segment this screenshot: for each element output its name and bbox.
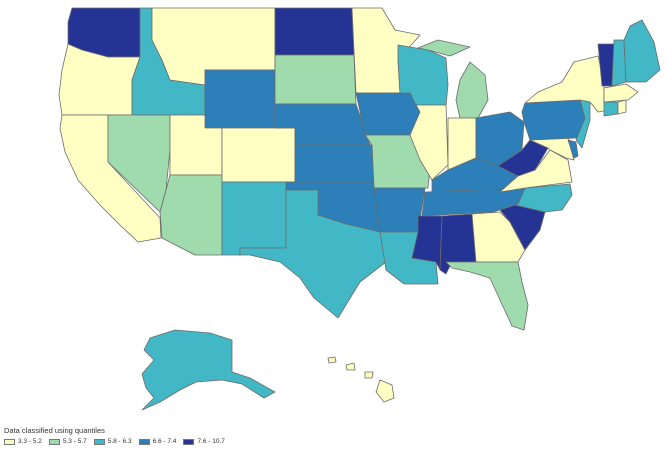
legend-item: 7.6 - 10.7 <box>183 438 225 445</box>
legend-label: 6.6 - 7.4 <box>152 438 177 445</box>
legend-label: 5.8 - 6.3 <box>107 438 132 445</box>
state-hawaii-maui[interactable] <box>364 371 374 379</box>
us-choropleth-map <box>58 7 661 411</box>
state-arkansas[interactable] <box>373 187 426 233</box>
map-legend: Data classified using quantiles 3.3 - 5.… <box>4 426 664 454</box>
state-florida[interactable] <box>445 261 529 331</box>
legend-label: 5.3 - 5.7 <box>62 438 87 445</box>
legend-item: 5.3 - 5.7 <box>48 438 87 445</box>
state-colorado[interactable] <box>221 127 296 183</box>
state-michigan[interactable] <box>417 39 489 119</box>
state-hawaii-kauai[interactable] <box>327 356 337 364</box>
state-hawaii-oahu[interactable] <box>345 362 356 371</box>
state-new-hampshire[interactable] <box>611 39 627 87</box>
legend-swatch <box>93 438 105 445</box>
state-delaware[interactable] <box>567 139 579 159</box>
legend-item: 5.8 - 6.3 <box>93 438 132 445</box>
legend-swatch <box>183 438 195 445</box>
state-rhode-island[interactable] <box>617 99 627 115</box>
state-hawaii-group <box>327 356 395 403</box>
state-illinois[interactable] <box>409 104 449 181</box>
state-massachusetts[interactable] <box>603 83 639 103</box>
state-alaska[interactable] <box>141 329 276 411</box>
legend-title: Data classified using quantiles <box>4 426 105 435</box>
state-north-carolina[interactable] <box>492 183 573 213</box>
legend-items: 3.3 - 5.2 5.3 - 5.7 5.8 - 6.3 6.6 - 7.4 … <box>4 438 664 445</box>
state-connecticut[interactable] <box>603 101 619 117</box>
state-wyoming[interactable] <box>204 69 276 129</box>
legend-item: 6.6 - 7.4 <box>138 438 177 445</box>
state-iowa[interactable] <box>355 92 421 136</box>
state-new-mexico[interactable] <box>221 181 287 256</box>
state-arizona[interactable] <box>159 174 223 256</box>
state-pennsylvania[interactable] <box>521 99 586 141</box>
state-kansas[interactable] <box>294 144 375 183</box>
state-texas[interactable] <box>239 189 387 319</box>
legend-swatch <box>138 438 150 445</box>
legend-swatch <box>4 438 15 445</box>
legend-label: 7.6 - 10.7 <box>197 438 225 445</box>
state-south-dakota[interactable] <box>274 54 357 105</box>
legend-label: 3.3 - 5.2 <box>18 438 42 445</box>
state-hawaii-island[interactable] <box>375 379 395 403</box>
legend-item: 3.3 - 5.2 <box>4 438 42 445</box>
legend-swatch <box>48 438 60 445</box>
state-north-dakota[interactable] <box>274 7 355 56</box>
state-maine[interactable] <box>623 19 661 83</box>
